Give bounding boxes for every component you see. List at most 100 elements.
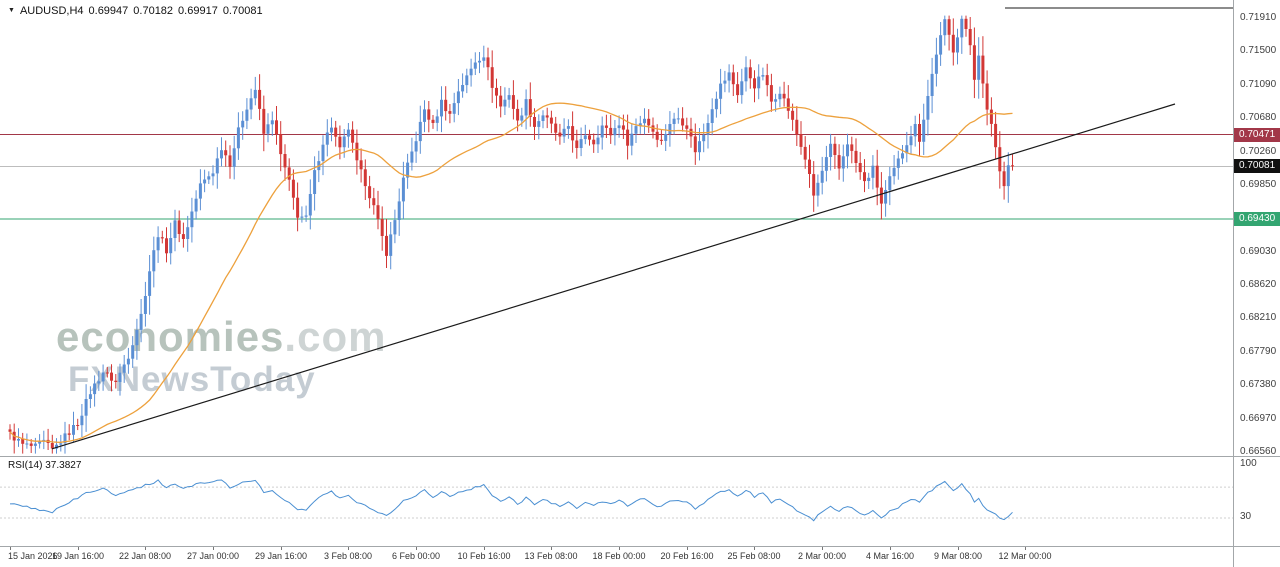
candle-body [659, 139, 663, 141]
time-axis-tick [551, 547, 552, 550]
moving-average-line[interactable] [9, 102, 1013, 443]
candle-body [596, 137, 600, 145]
candle-body [829, 143, 833, 157]
candle-body [105, 372, 109, 374]
time-axis-tick [484, 547, 485, 550]
time-axis-tick [416, 547, 417, 550]
candle-body [951, 34, 955, 53]
candle-body [33, 443, 37, 446]
candle-body [799, 134, 803, 147]
candle-body [461, 85, 465, 92]
candle-body [926, 96, 930, 120]
candle-body [397, 201, 401, 220]
candle-body [139, 313, 143, 330]
candle-body [372, 198, 376, 206]
time-axis-tick [687, 547, 688, 550]
candle-body [791, 110, 795, 120]
candle-body [706, 123, 710, 135]
candle-body [143, 296, 147, 314]
time-axis-label: 3 Feb 08:00 [323, 551, 373, 561]
rsi-canvas[interactable] [0, 456, 1233, 546]
candle-body [647, 118, 651, 126]
candle-body [964, 18, 968, 29]
candle-body [1002, 171, 1006, 187]
candle-body [380, 219, 384, 236]
ohlc-open: 0.69947 [88, 5, 129, 17]
candle-body [156, 237, 160, 251]
candle-body [50, 443, 54, 449]
candle-body [516, 108, 520, 121]
candle-body [803, 146, 807, 160]
candle-body [224, 150, 228, 156]
candle-body [604, 125, 608, 128]
main-chart-canvas[interactable] [0, 0, 1233, 456]
price-axis-label: 0.69030 [1240, 246, 1277, 257]
candle-body [296, 197, 300, 218]
candle-body [769, 85, 773, 102]
time-axis-tick [1025, 547, 1026, 550]
rsi-indicator-panel[interactable]: RSI(14) 37.3827 [0, 456, 1233, 546]
main-rsi-separator[interactable] [0, 456, 1280, 457]
candle-body [634, 126, 638, 134]
candle-body [330, 127, 333, 133]
candle-body [207, 176, 211, 180]
price-axis-label: 0.70260 [1240, 146, 1277, 157]
candle-body [414, 141, 418, 152]
candle-body [152, 250, 156, 272]
candle-body [431, 119, 435, 123]
candle-body [406, 162, 410, 178]
candle-body [511, 95, 515, 109]
candle-body [325, 132, 329, 145]
candle-body [215, 158, 219, 174]
candle-body [17, 439, 20, 441]
ohlc-high: 0.70182 [133, 5, 174, 17]
candle-body [88, 394, 92, 399]
time-axis-label: 29 Jan 16:00 [254, 551, 308, 561]
candle-body [346, 129, 350, 137]
candle-body [774, 99, 778, 102]
candle-body [499, 95, 503, 107]
candle-body [808, 159, 811, 174]
candle-body [490, 67, 494, 88]
ohlc-close: 0.70081 [222, 5, 263, 17]
price-axis-label: 0.71090 [1240, 79, 1277, 90]
candle-body [854, 150, 858, 163]
candle-body [989, 109, 993, 124]
price-axis-label: 0.69850 [1240, 179, 1277, 190]
time-axis-label: 2 Mar 00:00 [797, 551, 847, 561]
candle-body [943, 19, 947, 36]
price-tag-resistance: 0.70471 [1234, 128, 1280, 142]
candle-body [583, 135, 587, 140]
candle-body [245, 109, 249, 121]
candle-body [410, 151, 414, 163]
watermark-subtitle: FXNewsToday [68, 360, 316, 399]
candle-body [465, 75, 469, 86]
candle-body [765, 75, 769, 86]
candle-body [846, 144, 849, 157]
symbol-dropdown-icon[interactable]: ▼ [8, 7, 15, 14]
candle-body [549, 117, 553, 124]
candle-body [664, 134, 668, 141]
candle-body [262, 108, 266, 134]
candle-body [520, 115, 524, 121]
candle-body [249, 98, 253, 110]
price-axis-label: 0.71910 [1240, 12, 1277, 23]
candle-body [626, 129, 630, 146]
candle-body [275, 120, 278, 135]
candle-body [321, 144, 325, 161]
candle-body [786, 98, 790, 111]
rsi-scale-axis[interactable]: 100 30 [1234, 456, 1280, 546]
candle-body [621, 125, 625, 130]
candle-body [80, 415, 84, 426]
rsi-timeaxis-separator[interactable] [0, 546, 1280, 547]
symbol-ohlc-info: ▼ AUDUSD,H4 0.69947 0.70182 0.69917 0.70081 [8, 5, 263, 17]
candle-body [888, 176, 892, 191]
price-axis[interactable]: 0.71910 0.71500 0.71090 0.70680 0.70260 0.698… [1234, 0, 1280, 457]
candle-body [998, 147, 1002, 172]
time-axis[interactable]: 15 Jan 2026 19 Jan 16:00 22 Jan 08:00 27 Ja… [0, 547, 1233, 567]
candle-body [473, 62, 477, 69]
ascending-trendline[interactable] [51, 103, 1176, 450]
candle-body [698, 141, 701, 153]
price-axis-label: 0.66560 [1240, 446, 1277, 457]
